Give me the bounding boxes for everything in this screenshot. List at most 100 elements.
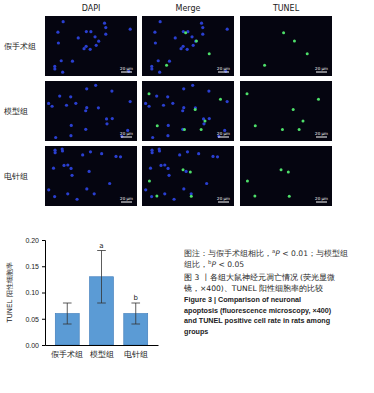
nucleus xyxy=(182,187,185,190)
row-label: 假手术组 xyxy=(4,42,36,51)
caption-note: 图注：与假手术组相比，aP < 0.01；与模型组 xyxy=(184,248,348,258)
y-axis: 0.000.050.100.150.20 xyxy=(25,237,45,349)
caption-title-zh: 图 3 丨各组大鼠神经元凋亡情况 (荧光显微 xyxy=(184,273,335,282)
x-tick-label: 模型组 xyxy=(90,350,114,359)
nucleus xyxy=(202,122,205,125)
nucleus xyxy=(166,95,169,98)
tunel-cell xyxy=(203,119,206,122)
nucleus xyxy=(154,41,157,44)
nucleus xyxy=(167,124,170,127)
tunel-cell xyxy=(253,194,256,197)
nucleus xyxy=(60,59,63,62)
nucleus xyxy=(54,151,57,154)
scale-bar xyxy=(316,137,327,138)
y-tick: 0.20 xyxy=(25,237,45,244)
y-tick-mark xyxy=(42,240,45,241)
y-tick-label: 0.20 xyxy=(25,237,39,244)
scale-bar xyxy=(121,202,132,203)
scale-bar-label: 20 μm xyxy=(217,196,230,201)
nucleus xyxy=(74,102,77,105)
scale-bar-label: 20 μm xyxy=(120,196,133,201)
row-label: 电针组 xyxy=(4,172,28,181)
nucleus xyxy=(192,44,195,47)
tunel-cell xyxy=(148,180,151,183)
nucleus xyxy=(108,182,111,185)
row-label: 模型组 xyxy=(4,107,28,116)
nucleus xyxy=(75,198,78,201)
nucleus xyxy=(150,195,153,198)
nucleus xyxy=(57,41,60,44)
y-tick-mark xyxy=(42,266,45,267)
micrograph-bg xyxy=(240,146,332,206)
x-axis-line xyxy=(46,345,159,346)
tunel-cell xyxy=(195,40,198,43)
caption-segment: 组比， xyxy=(184,260,208,269)
scale-bar xyxy=(218,202,229,203)
nucleus xyxy=(158,71,161,74)
nucleus xyxy=(153,31,156,34)
nucleus xyxy=(105,122,108,125)
nucleus xyxy=(66,192,69,195)
nucleus xyxy=(54,136,57,139)
nucleus xyxy=(65,104,68,107)
scale-bar xyxy=(218,137,229,138)
y-tick-label: 0.10 xyxy=(25,289,39,296)
nucleus xyxy=(150,67,153,70)
nucleus xyxy=(97,40,100,43)
x-tick-label: 假手术组 xyxy=(51,350,83,359)
micrograph: 20 μm xyxy=(45,16,137,76)
nucleus xyxy=(155,94,158,97)
nucleus xyxy=(207,90,210,93)
nucleus xyxy=(89,48,92,51)
error-bar-cap xyxy=(63,303,72,304)
caption-segment: < 0.01；与模型组 xyxy=(280,249,348,258)
error-bar-cap xyxy=(97,303,106,304)
caption-title-en: and TUNEL positive cell rate in rats amo… xyxy=(184,316,330,325)
tunel-cell xyxy=(282,31,285,34)
micrograph: 20 μm xyxy=(142,81,234,141)
y-tick: 0.10 xyxy=(25,289,45,296)
nucleus xyxy=(111,117,114,120)
column-label: TUNEL xyxy=(272,4,300,13)
nucleus xyxy=(89,30,92,33)
error-bar-stem xyxy=(67,303,68,324)
tunel-cell xyxy=(208,52,211,55)
nucleus xyxy=(208,117,211,120)
nucleus xyxy=(100,152,103,155)
nucleus xyxy=(216,155,219,158)
nucleus xyxy=(104,26,107,29)
nucleus xyxy=(129,100,132,103)
nucleus xyxy=(151,151,154,154)
nucleus xyxy=(104,33,107,36)
nucleus xyxy=(166,167,169,170)
error-bar xyxy=(97,251,106,304)
nucleus xyxy=(200,22,203,25)
tunel-cell xyxy=(190,195,193,198)
nucleus xyxy=(77,36,80,39)
nucleus xyxy=(162,104,165,107)
error-bar-cap xyxy=(131,303,140,304)
nucleus xyxy=(190,35,193,38)
y-axis-title: TUNEL 阳性细胞率 xyxy=(6,262,14,323)
x-axis: 假手术组模型组电针组 xyxy=(46,345,159,359)
nucleus xyxy=(168,60,171,63)
nucleus xyxy=(94,84,97,87)
nucleus xyxy=(62,164,65,167)
nucleus xyxy=(171,102,174,105)
nucleus xyxy=(82,47,85,50)
nucleus xyxy=(56,31,59,34)
nucleus xyxy=(114,155,117,158)
nucleus xyxy=(191,84,194,87)
caption-title-zh: 镜，×400)、TUNEL 阳性细胞率的比较 xyxy=(183,284,323,293)
micrograph: 20 μm xyxy=(240,16,332,76)
nucleus xyxy=(172,198,175,201)
tunel-cell xyxy=(287,171,290,174)
nucleus xyxy=(81,153,84,156)
tunel-cell xyxy=(288,195,291,198)
scale-bar-label: 20 μm xyxy=(315,196,328,201)
scale-bar-label: 20 μm xyxy=(120,66,133,71)
error-bar xyxy=(63,303,72,324)
nucleus xyxy=(50,105,53,108)
scale-bar xyxy=(316,72,327,73)
nucleus xyxy=(85,106,88,109)
